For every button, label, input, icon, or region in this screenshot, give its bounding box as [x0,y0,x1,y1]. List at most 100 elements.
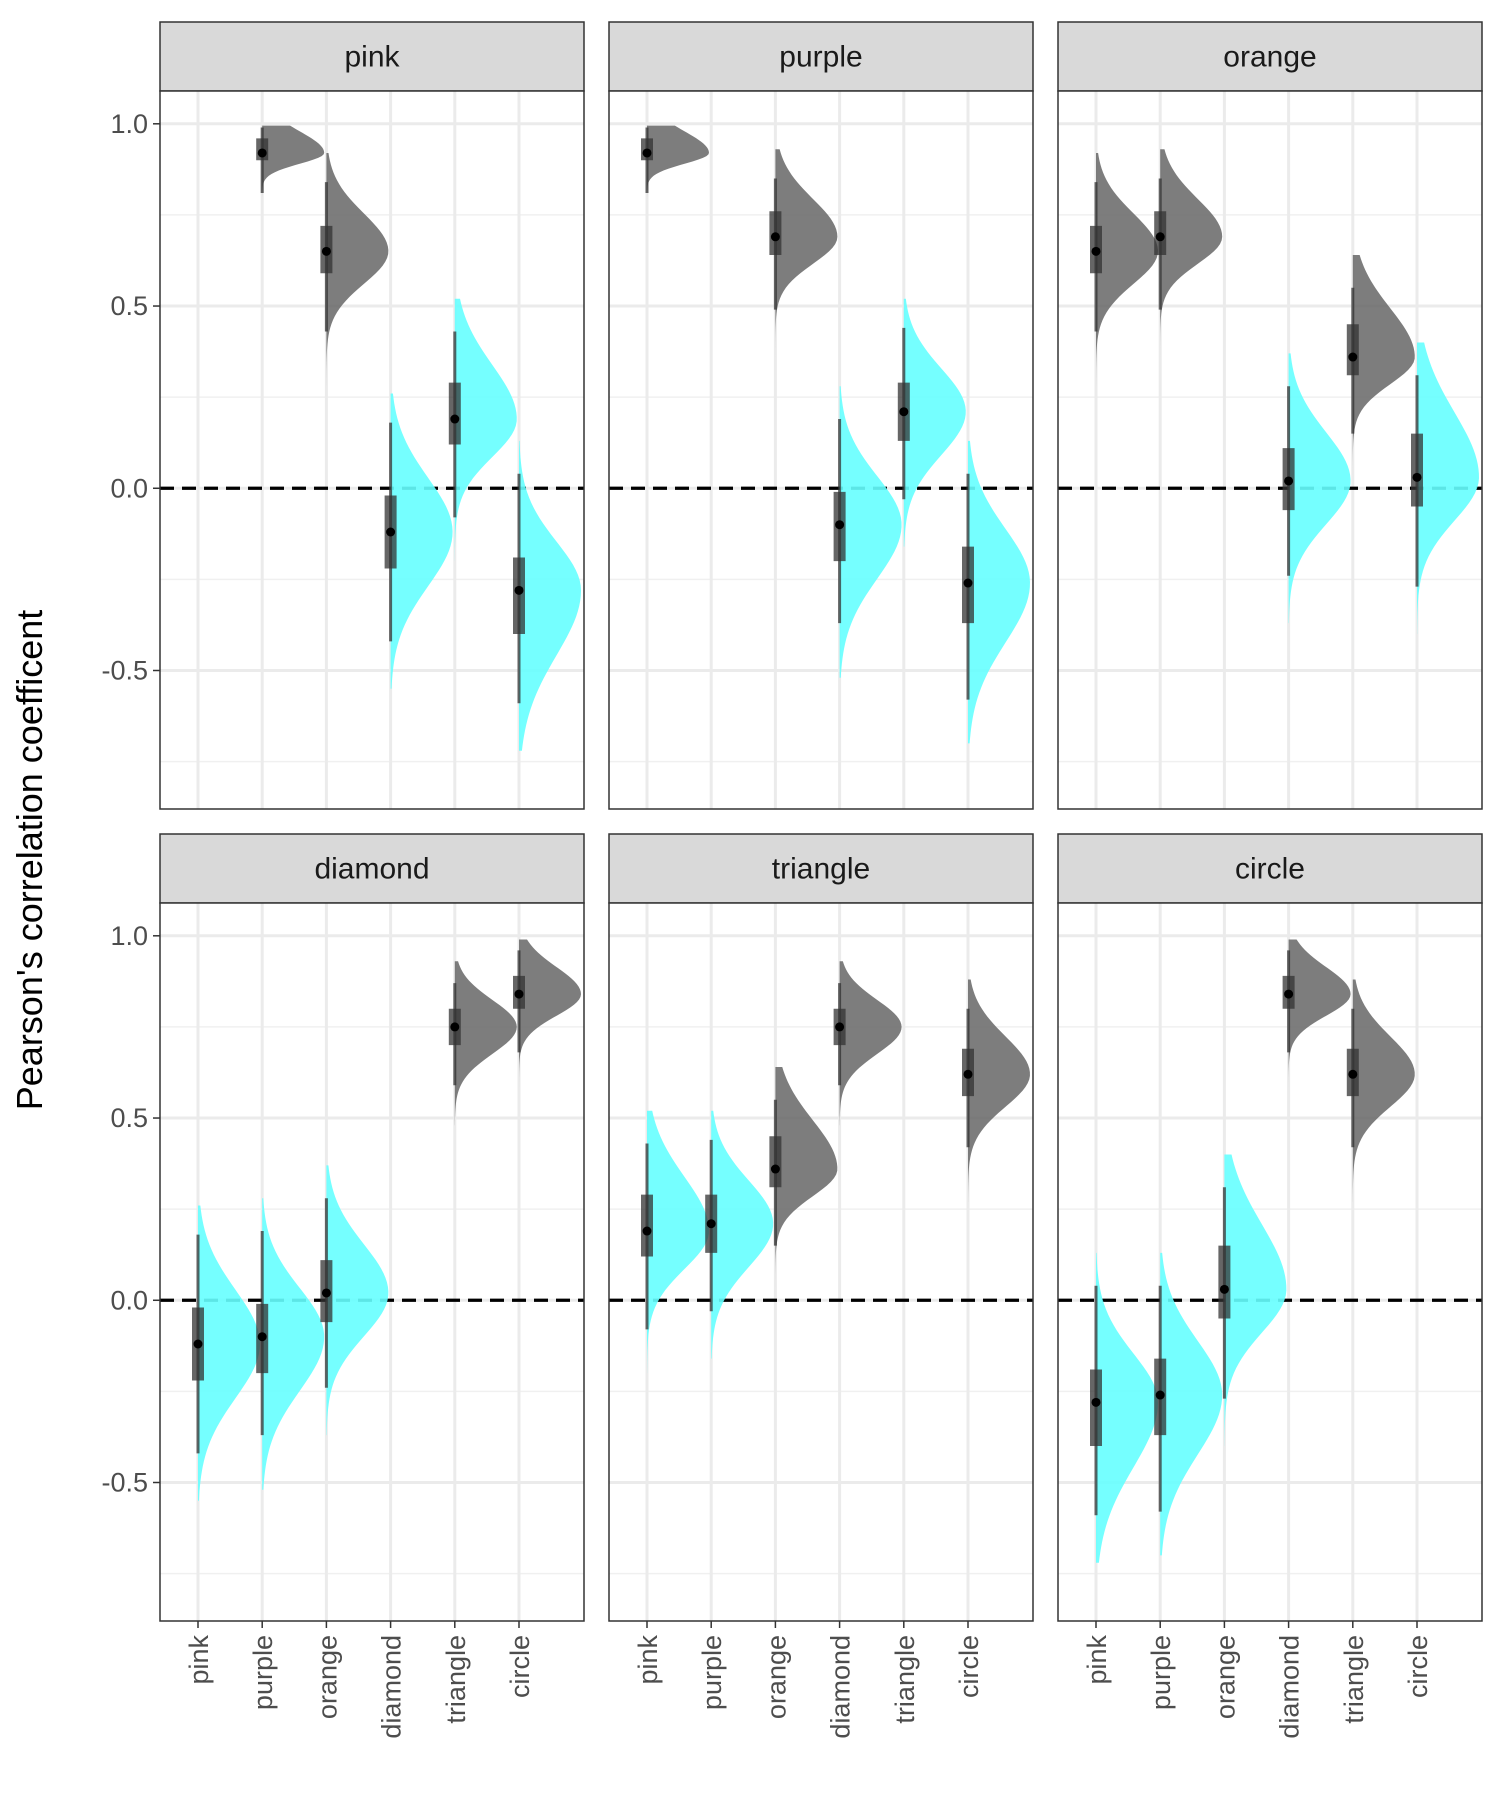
median-point [770,232,780,242]
panel-orange: orange [1057,21,1483,810]
strip-background [608,21,1034,92]
halfeye-triangle [1346,255,1415,478]
median-point [835,520,845,530]
panel-border [1057,902,1483,1622]
y-tick-label: 0.5 [110,291,148,321]
median-point [257,1332,267,1342]
y-axis-title: Pearson's correlation coefficent [9,610,50,1110]
median-point [835,1022,845,1032]
density-slab [1288,939,1351,1097]
median-point [450,1022,460,1032]
median-point [450,414,460,424]
halfeye-purple [705,1110,774,1359]
density-slab [519,440,581,751]
median-point [1284,476,1294,486]
density-slab [326,152,389,387]
median-point [963,578,973,588]
halfeye-pink [1090,1252,1158,1563]
panel-border [608,90,1034,810]
halfeye-circle [513,440,581,751]
y-tick-label: 0.5 [110,1103,148,1133]
density-slab [1096,1252,1158,1563]
halfeye-pink [192,1205,260,1501]
y-tick-label: 1.0 [110,921,148,951]
density-slab [775,1067,838,1290]
median-point [386,527,396,537]
strip-label: orange [1223,41,1316,74]
halfeye-purple [256,1198,325,1490]
strip-label: purple [779,41,862,74]
panel-circle: circle pink purple orange diamond triangle cir… [1057,833,1483,1739]
density-slab [839,386,902,678]
strip-label: circle [1235,853,1305,886]
density-slab [1288,353,1351,624]
panel-pink: pink 1.0 0.5 0.0 -0.5 [101,21,585,810]
median-point [1091,246,1101,256]
halfeye-circle [962,440,1030,744]
x-tick-label: diamond [1275,1635,1305,1739]
density-slab [1224,1154,1287,1447]
x-tick-label: diamond [377,1635,407,1739]
x-tick-label: pink [1082,1635,1112,1685]
x-tick-label: pink [184,1635,214,1685]
halfeye-diamond [1282,939,1351,1097]
halfeye-purple [256,125,325,234]
halfeye-diamond [1282,353,1351,624]
density-slab [1352,255,1415,478]
halfeye-orange [1218,1154,1287,1447]
x-tick-label: orange [1210,1635,1240,1719]
median-point [321,1288,331,1298]
density-slab [775,149,838,368]
density-slab [968,440,1030,744]
y-tick-label: 0.0 [110,1285,148,1315]
density-slab [198,1205,260,1501]
density-slab [1352,979,1415,1202]
halfeye-orange [769,1067,838,1290]
median-point [257,148,267,158]
median-point [706,1219,716,1229]
panel-border [159,90,585,810]
median-point [770,1164,780,1174]
x-tick-label: purple [1146,1635,1176,1710]
strip-label: pink [344,41,400,74]
median-point [1284,989,1294,999]
halfeye-diamond [384,393,453,689]
panel-diamond: diamond 1.0 0.5 0.0 -0.5 pink purple orange diam… [101,833,585,1739]
density-slab [262,125,325,234]
halfeye-triangle [448,961,517,1126]
y-tick-label: -0.5 [101,1468,148,1498]
median-point [1348,352,1358,362]
density-slab [454,961,517,1126]
median-point [1155,1390,1165,1400]
x-tick-label: orange [761,1635,791,1719]
median-point [321,246,331,256]
y-tick-label: 1.0 [110,109,148,139]
plot-background [160,91,584,809]
x-tick-label: triangle [441,1635,471,1724]
x-tick-label: circle [954,1635,984,1698]
density-slab [326,1165,389,1436]
x-tick-label: orange [312,1635,342,1719]
panel-triangle: triangle pink purple orange diamond triangle c… [608,833,1034,1739]
x-tick-label: purple [697,1635,727,1710]
median-point [642,148,652,158]
panel-border [608,902,1034,1622]
x-tick-label: circle [505,1635,535,1698]
halfeye-pink [641,1110,709,1374]
x-tick-label: purple [248,1635,278,1710]
panels-layer: pink 1.0 0.5 0.0 -0.5 purple orange diamond 1.0 0… [101,21,1483,1739]
x-tick-label: triangle [890,1635,920,1724]
median-point [899,407,909,417]
y-tick-label: 0.0 [110,473,148,503]
density-slab [903,298,966,547]
halfeye-circle [962,979,1030,1202]
panel-border [159,902,585,1622]
density-slab [968,979,1030,1202]
median-point [1412,472,1422,482]
density-slab [454,298,517,562]
median-point [514,989,524,999]
halfeye-orange [320,1165,389,1436]
median-point [1155,232,1165,242]
density-slab [647,125,709,234]
median-point [1348,1069,1358,1079]
